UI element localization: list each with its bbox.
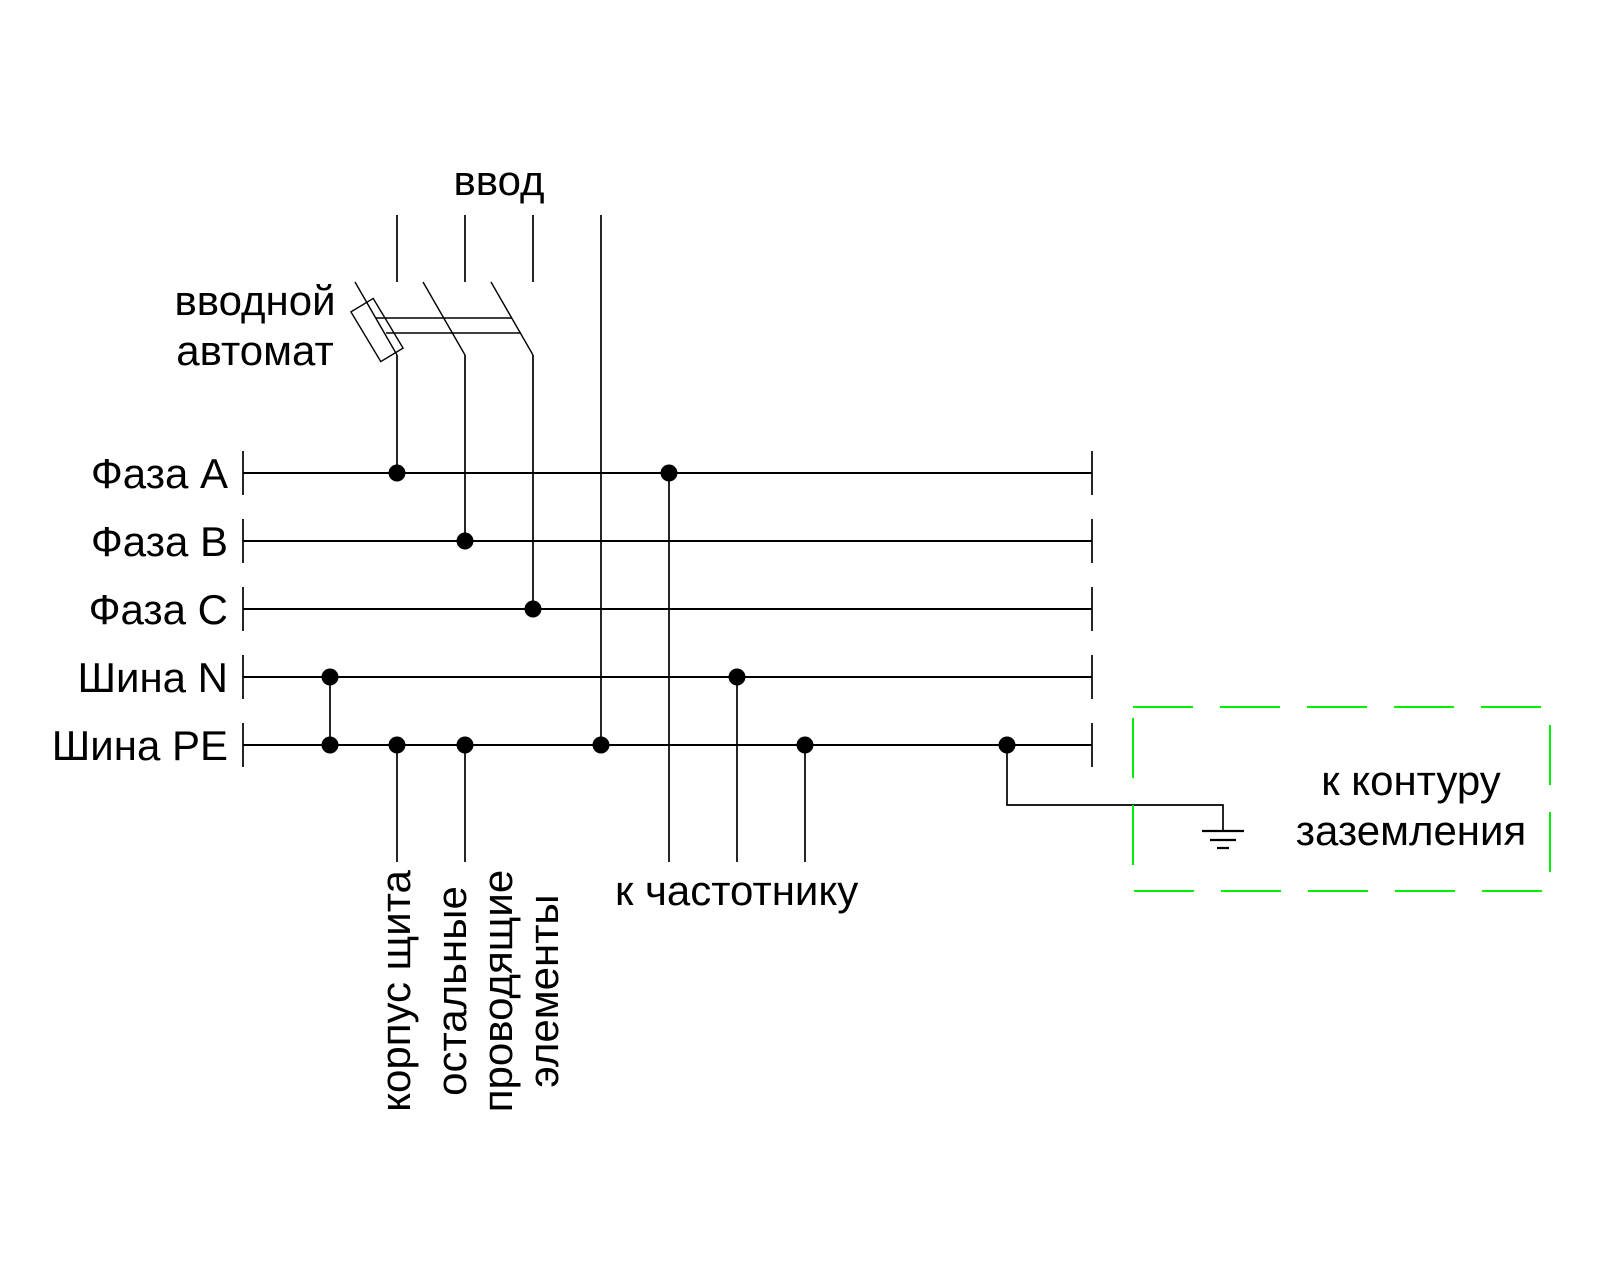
pe-taps (396, 745, 466, 862)
junction-dot (728, 668, 746, 686)
junction-dot (388, 464, 406, 482)
incoming-feed-lines (396, 215, 602, 745)
ground-area-box (1132, 706, 1551, 892)
breaker-body (349, 297, 405, 363)
other-conductive-label-line1: остальные (428, 886, 475, 1096)
bus-label-phase-b: Фаза В (91, 518, 228, 565)
bottom-labels: корпус щита остальные проводящие элемент… (372, 870, 567, 1113)
main-breaker: вводной автомат (174, 277, 534, 609)
ground-area-label-line2: заземления (1296, 807, 1526, 854)
panel-body-label: корпус щита (372, 870, 419, 1112)
junction-dot (321, 668, 339, 686)
ground-area-label-line1: к контуру (1321, 757, 1501, 804)
bus-label-neutral: Шина N (77, 654, 228, 701)
bus-label-pe: Шина PE (52, 722, 228, 769)
other-conductive-label-line2: проводящие (474, 870, 521, 1112)
busbars: Фаза А Фаза В Фаза С Шина N Шина (52, 450, 1093, 769)
breaker-label-line2: автомат (176, 327, 333, 374)
feed-label: ввод (453, 157, 544, 204)
bus-neutral: Шина N (77, 654, 1093, 701)
junction-dot (321, 736, 339, 754)
bus-label-phase-a: Фаза А (91, 450, 228, 497)
junction-dot (796, 736, 814, 754)
junction-dot (388, 736, 406, 754)
bus-phase-b: Фаза В (91, 518, 1093, 565)
junction-dot (660, 464, 678, 482)
ground-tap-line (1006, 745, 1224, 831)
frequency-drive-taps: к частотнику (615, 473, 858, 914)
other-conductive-label-line3: элементы (520, 894, 567, 1087)
earth-ground-icon (1202, 829, 1244, 850)
breaker-label-line1: вводной (174, 277, 335, 324)
frequency-drive-label: к частотнику (615, 867, 858, 914)
bus-pe: Шина PE (52, 722, 1093, 769)
junction-dot (456, 736, 474, 754)
bus-label-phase-c: Фаза С (89, 586, 228, 633)
grounding-circuit: к контуру заземления (1006, 706, 1551, 892)
junction-dot (456, 532, 474, 550)
bus-phase-c: Фаза С (89, 586, 1093, 633)
bus-phase-a: Фаза А (91, 450, 1093, 497)
junction-dot (592, 736, 610, 754)
junction-dot (524, 600, 542, 618)
junction-dot (998, 736, 1016, 754)
junction-dots (321, 464, 1016, 754)
